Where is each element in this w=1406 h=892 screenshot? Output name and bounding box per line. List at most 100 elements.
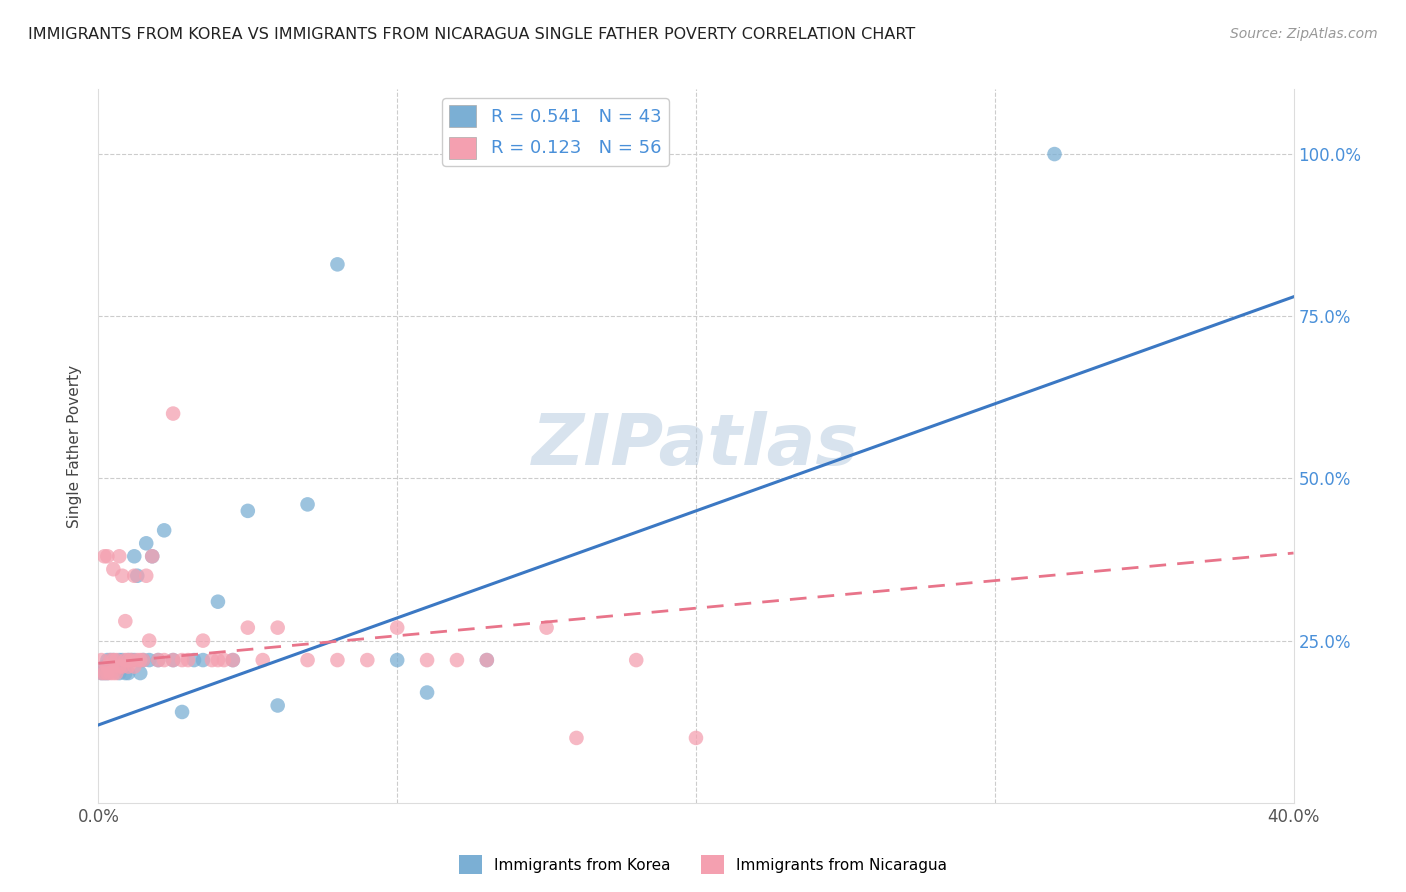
Point	[117, 653, 139, 667]
Point	[162, 407, 184, 421]
Point	[124, 659, 146, 673]
Point	[111, 659, 134, 673]
Text: Source: ZipAtlas.com: Source: ZipAtlas.com	[1230, 27, 1378, 41]
Legend: R = 0.541   N = 43, R = 0.123   N = 56: R = 0.541 N = 43, R = 0.123 N = 56	[441, 98, 669, 166]
Point	[148, 653, 170, 667]
Point	[162, 653, 184, 667]
Point	[96, 666, 118, 681]
Point	[138, 653, 160, 667]
Point	[236, 504, 259, 518]
Point	[96, 549, 118, 564]
Point	[148, 653, 170, 667]
Point	[385, 653, 409, 667]
Point	[138, 633, 160, 648]
Point	[207, 653, 229, 667]
Point	[626, 653, 648, 667]
Point	[108, 666, 131, 681]
Point	[90, 666, 112, 681]
Point	[416, 653, 439, 667]
Point	[120, 653, 142, 667]
Point	[90, 666, 112, 681]
Point	[162, 653, 184, 667]
Point	[172, 653, 194, 667]
Point	[120, 653, 142, 667]
Point	[201, 653, 224, 667]
Point	[356, 653, 378, 667]
Point	[475, 653, 498, 667]
Point	[114, 614, 136, 628]
Point	[93, 549, 115, 564]
Point	[103, 653, 125, 667]
Point	[141, 549, 163, 564]
Text: IMMIGRANTS FROM KOREA VS IMMIGRANTS FROM NICARAGUA SINGLE FATHER POVERTY CORRELA: IMMIGRANTS FROM KOREA VS IMMIGRANTS FROM…	[28, 27, 915, 42]
Point	[127, 568, 149, 582]
Point	[191, 633, 214, 648]
Point	[132, 653, 155, 667]
Point	[212, 653, 235, 667]
Point	[297, 653, 319, 667]
Y-axis label: Single Father Poverty: Single Father Poverty	[67, 365, 83, 527]
Point	[100, 666, 122, 681]
Point	[267, 621, 290, 635]
Point	[105, 659, 128, 673]
Point	[117, 659, 139, 673]
Point	[103, 666, 125, 681]
Point	[90, 653, 112, 667]
Point	[96, 659, 118, 673]
Point	[117, 653, 139, 667]
Point	[111, 653, 134, 667]
Point	[108, 549, 131, 564]
Point	[1043, 147, 1066, 161]
Point	[103, 562, 125, 576]
Point	[111, 568, 134, 582]
Point	[124, 568, 146, 582]
Point	[236, 621, 259, 635]
Point	[267, 698, 290, 713]
Point	[536, 621, 558, 635]
Point	[105, 666, 128, 681]
Point	[93, 666, 115, 681]
Point	[385, 621, 409, 635]
Point	[96, 659, 118, 673]
Point	[153, 524, 176, 538]
Point	[100, 653, 122, 667]
Point	[93, 666, 115, 681]
Point	[132, 653, 155, 667]
Point	[111, 659, 134, 673]
Point	[96, 653, 118, 667]
Point	[93, 659, 115, 673]
Point	[446, 653, 468, 667]
Point	[222, 653, 245, 667]
Point	[103, 653, 125, 667]
Point	[135, 536, 157, 550]
Legend: Immigrants from Korea, Immigrants from Nicaragua: Immigrants from Korea, Immigrants from N…	[453, 849, 953, 880]
Point	[108, 653, 131, 667]
Point	[105, 653, 128, 667]
Point	[191, 653, 214, 667]
Point	[297, 497, 319, 511]
Point	[326, 653, 349, 667]
Point	[177, 653, 200, 667]
Point	[114, 653, 136, 667]
Point	[172, 705, 194, 719]
Point	[416, 685, 439, 699]
Point	[96, 666, 118, 681]
Point	[326, 257, 349, 271]
Point	[183, 653, 205, 667]
Point	[252, 653, 274, 667]
Point	[565, 731, 588, 745]
Point	[207, 595, 229, 609]
Point	[153, 653, 176, 667]
Point	[100, 653, 122, 667]
Point	[475, 653, 498, 667]
Point	[129, 666, 152, 681]
Text: ZIPatlas: ZIPatlas	[533, 411, 859, 481]
Point	[103, 659, 125, 673]
Point	[117, 666, 139, 681]
Point	[135, 568, 157, 582]
Point	[685, 731, 707, 745]
Point	[108, 659, 131, 673]
Point	[222, 653, 245, 667]
Point	[124, 653, 146, 667]
Point	[129, 653, 152, 667]
